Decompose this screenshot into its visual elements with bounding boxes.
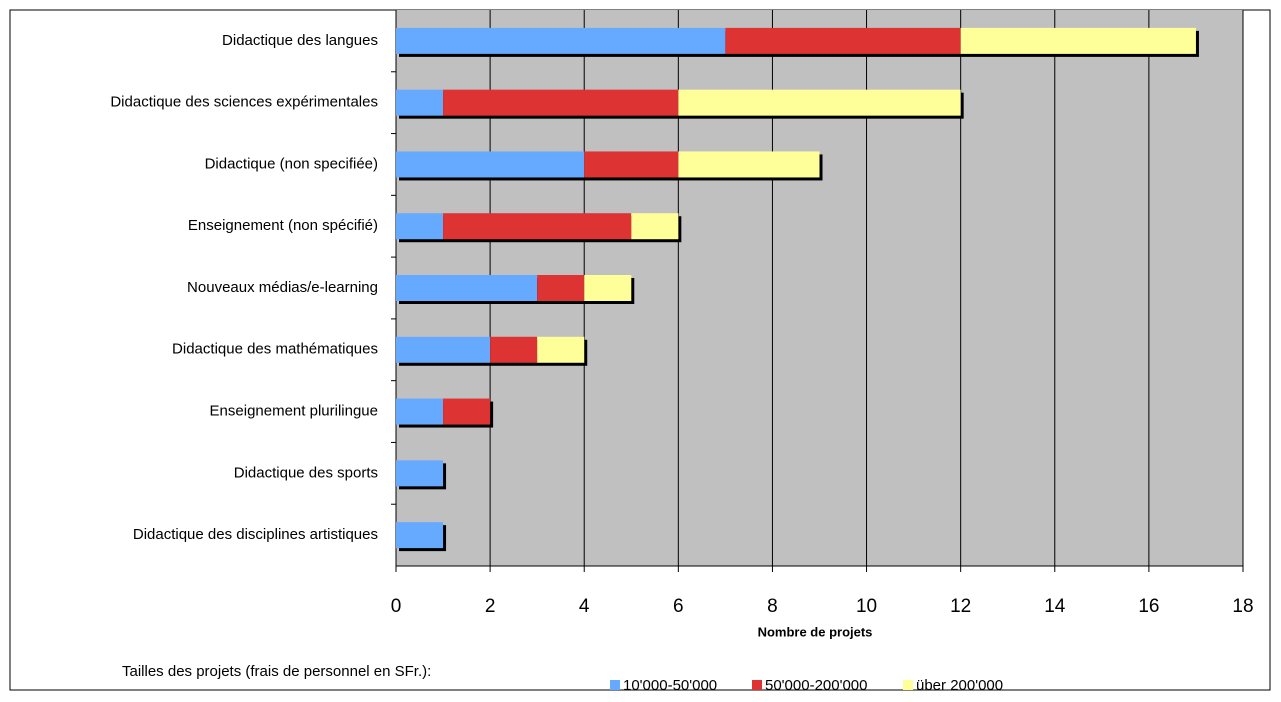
bar-segment (584, 151, 679, 178)
bar-segment (584, 275, 632, 301)
y-tick-label: Enseignement (non spécifié) (188, 217, 378, 234)
legend-swatch (903, 680, 913, 690)
x-tick-label: 4 (579, 596, 590, 617)
legend-swatch (752, 680, 762, 690)
y-tick-label: Didactique (non specifiée) (205, 155, 378, 172)
bar-segment (725, 27, 961, 54)
y-tick-label: Didactique des mathématiques (172, 341, 378, 358)
x-tick-label: 12 (950, 596, 971, 617)
x-tick-label: 8 (767, 596, 778, 617)
bar-segment (537, 275, 585, 301)
y-tick-label: Enseignement plurilingue (210, 403, 378, 420)
x-tick-label: 6 (673, 596, 684, 617)
legend-swatch (610, 680, 620, 690)
x-tick-label: 0 (391, 596, 402, 617)
legend-label: 50'000-200'000 (765, 677, 868, 694)
bar-segment (396, 398, 444, 425)
x-tick-label: 16 (1138, 596, 1159, 617)
bar-segment (396, 27, 726, 54)
legend-label: 10'000-50'000 (623, 677, 717, 694)
bar-segment (490, 336, 538, 363)
bar-segment (678, 89, 961, 116)
bar-segment (396, 151, 585, 178)
x-axis-label: Nombre de projets (758, 624, 873, 639)
bar-segment (396, 336, 491, 363)
y-tick-label: Didactique des disciplines artistiques (133, 526, 378, 543)
legend-title: Tailles des projets (frais de personnel … (122, 663, 431, 680)
y-tick-label: Didactique des sports (234, 464, 378, 481)
bar-segment (443, 89, 679, 116)
bar-segment (443, 213, 632, 240)
bar-segment (537, 336, 585, 363)
bar-segment (631, 213, 679, 240)
x-tick-label: 10 (856, 596, 877, 617)
bar-segment (396, 522, 444, 549)
bar-segment (396, 460, 444, 487)
bar-segment (960, 27, 1196, 54)
x-tick-label: 18 (1232, 596, 1253, 617)
y-tick-label: Didactique des sciences expérimentales (110, 94, 378, 111)
bar-segment (396, 213, 444, 240)
y-tick-label: Nouveaux médias/e-learning (187, 279, 378, 296)
bar-segment (443, 398, 491, 425)
bar-segment (396, 89, 444, 116)
x-tick-label: 2 (485, 596, 496, 617)
y-tick-label: Didactique des langues (222, 32, 378, 49)
bar-segment (678, 151, 820, 178)
legend-label: über 200'000 (916, 677, 1003, 694)
bar-segment (396, 275, 538, 301)
x-tick-label: 14 (1044, 596, 1066, 617)
